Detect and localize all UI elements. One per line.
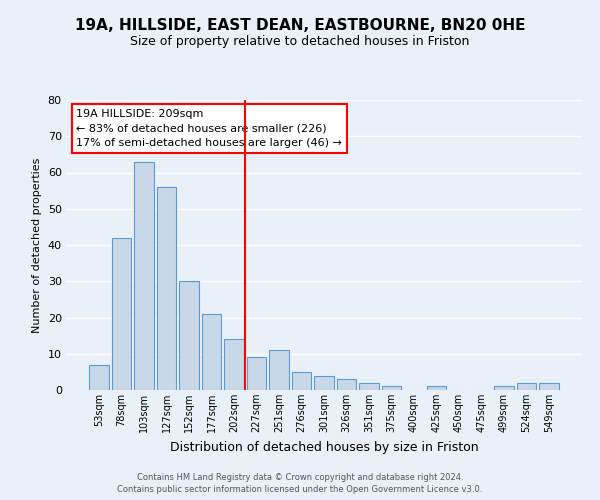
Text: 19A, HILLSIDE, EAST DEAN, EASTBOURNE, BN20 0HE: 19A, HILLSIDE, EAST DEAN, EASTBOURNE, BN… <box>75 18 525 32</box>
Bar <box>157 187 176 390</box>
Bar <box>292 372 311 390</box>
Text: Size of property relative to detached houses in Friston: Size of property relative to detached ho… <box>130 35 470 48</box>
X-axis label: Distribution of detached houses by size in Friston: Distribution of detached houses by size … <box>170 440 478 454</box>
Bar <box>89 364 109 390</box>
Bar <box>337 379 356 390</box>
Text: Contains public sector information licensed under the Open Government Licence v3: Contains public sector information licen… <box>118 485 482 494</box>
Bar <box>224 339 244 390</box>
Bar <box>179 281 199 390</box>
Text: Contains HM Land Registry data © Crown copyright and database right 2024.: Contains HM Land Registry data © Crown c… <box>137 472 463 482</box>
Bar <box>247 358 266 390</box>
Bar <box>359 383 379 390</box>
Bar <box>112 238 131 390</box>
Bar <box>314 376 334 390</box>
Bar <box>494 386 514 390</box>
Bar <box>517 383 536 390</box>
Bar <box>202 314 221 390</box>
Bar <box>427 386 446 390</box>
Y-axis label: Number of detached properties: Number of detached properties <box>32 158 42 332</box>
Bar <box>382 386 401 390</box>
Bar <box>269 350 289 390</box>
Bar <box>134 162 154 390</box>
Bar <box>539 383 559 390</box>
Text: 19A HILLSIDE: 209sqm
← 83% of detached houses are smaller (226)
17% of semi-deta: 19A HILLSIDE: 209sqm ← 83% of detached h… <box>76 108 342 148</box>
